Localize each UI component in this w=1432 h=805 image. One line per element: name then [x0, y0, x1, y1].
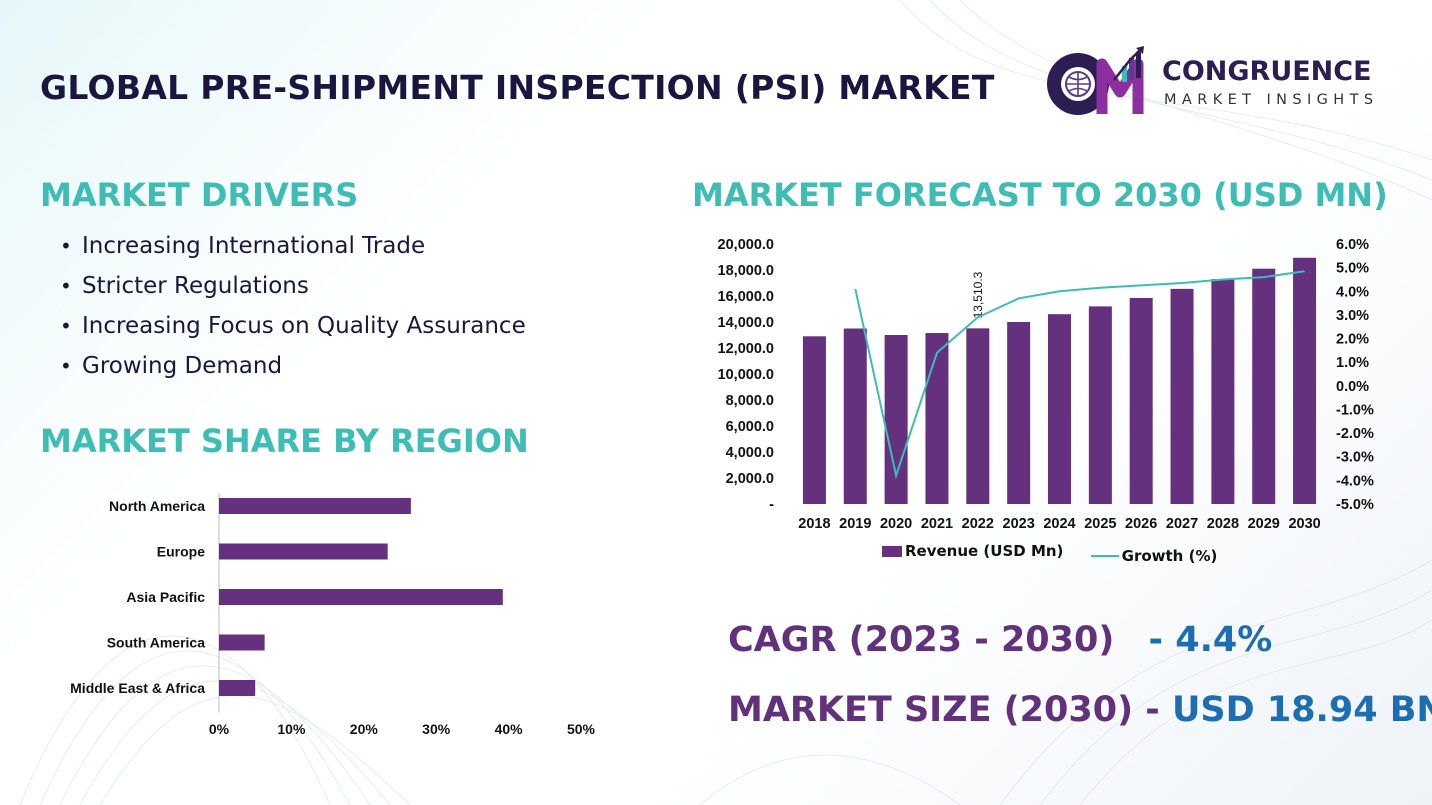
y-left-tick-label: 12,000.0: [718, 341, 774, 357]
y-left-tick-label: 2,000.0: [726, 471, 774, 487]
legend-label: Revenue (USD Mn): [905, 542, 1064, 560]
y-left-tick-label: 14,000.0: [718, 315, 774, 331]
x-tick-label: 2022: [962, 516, 994, 532]
y-right-tick-label: -5.0%: [1336, 497, 1374, 513]
x-tick-label: 2027: [1166, 516, 1198, 532]
list-item: Increasing Focus on Quality Assurance: [60, 310, 526, 350]
bar: [843, 328, 867, 504]
category-label: Asia Pacific: [126, 589, 205, 605]
cagr-value: - 4.4%: [1148, 620, 1273, 660]
category-label: Middle East & Africa: [70, 680, 205, 696]
x-tick-label: 2021: [921, 516, 953, 532]
x-tick-label: 10%: [277, 721, 306, 737]
x-tick-label: 2030: [1288, 516, 1320, 532]
x-tick-label: 0%: [209, 721, 230, 737]
y-right-tick-label: -2.0%: [1336, 426, 1374, 442]
y-right-tick-label: 0.0%: [1336, 379, 1369, 395]
bar: [1088, 306, 1112, 504]
y-left-tick-label: 18,000.0: [718, 263, 774, 279]
logo-mark-icon: [1047, 46, 1144, 115]
bar: [1048, 314, 1071, 504]
forecast-heading: MARKET FORECAST TO 2030 (USD MN): [692, 176, 1388, 214]
y-right-tick-label: -3.0%: [1336, 450, 1374, 466]
bar: [1293, 257, 1317, 504]
y-left-tick-label: 6,000.0: [726, 419, 774, 435]
x-tick-label: 2024: [1043, 516, 1075, 532]
drivers-list: Increasing International Trade Stricter …: [60, 230, 526, 390]
x-tick-label: 50%: [567, 721, 596, 737]
y-right-tick-label: -1.0%: [1336, 402, 1374, 418]
bar: [1252, 268, 1276, 504]
growth-line: [854, 270, 1305, 480]
y-left-tick-label: 16,000.0: [718, 289, 774, 305]
x-tick-label: 2029: [1248, 516, 1280, 532]
market-size-value: USD 18.94 BN: [1171, 690, 1432, 730]
list-item: Growing Demand: [60, 350, 526, 390]
forecast-legend: Revenue (USD Mn) Growth (%): [882, 542, 1239, 565]
x-tick-label: 2026: [1125, 516, 1157, 532]
x-tick-label: 2020: [880, 516, 912, 532]
legend-swatch-line: [1090, 554, 1119, 557]
bar: [966, 328, 990, 504]
y-left-tick-label: 4,000.0: [726, 445, 774, 461]
list-item: Stricter Regulations: [60, 270, 526, 310]
bar: [219, 498, 411, 514]
y-left-tick-label: 20,000.0: [718, 237, 774, 253]
x-tick-label: 40%: [495, 721, 524, 737]
y-right-tick-label: -4.0%: [1336, 473, 1374, 489]
legend-label: Growth (%): [1121, 546, 1218, 565]
y-left-tick-label: 10,000.0: [718, 367, 774, 383]
y-left-tick-label: -: [769, 497, 774, 513]
data-label: 13,510.3: [971, 271, 985, 318]
legend-item-growth: Growth (%): [1090, 546, 1218, 565]
bar: [925, 333, 949, 504]
y-right-tick-label: 2.0%: [1336, 332, 1369, 348]
bar: [219, 680, 256, 696]
y-right-tick-label: 4.0%: [1336, 284, 1369, 300]
legend-swatch-bar: [882, 545, 902, 557]
logo-name: CONGRUENCE: [1162, 56, 1372, 87]
bar: [802, 336, 826, 504]
bar: [1129, 297, 1153, 504]
bar: [219, 543, 388, 560]
page-title: GLOBAL PRE-SHIPMENT INSPECTION (PSI) MAR…: [40, 68, 995, 107]
region-heading: MARKET SHARE BY REGION: [40, 422, 529, 460]
bar: [219, 589, 503, 605]
logo-subtitle: MARKET INSIGHTS: [1164, 92, 1379, 108]
x-tick-label: 2018: [798, 516, 830, 532]
region-share-chart: North America Europe Asia Pacific South Ame…: [70, 493, 596, 737]
forecast-chart: - 2,000.0 4,000.0 6,000.0 8,000.0 10,000.0 12,…: [718, 237, 1374, 532]
legend-item-revenue: Revenue (USD Mn): [882, 542, 1063, 560]
bar: [219, 634, 265, 651]
y-right-tick-label: 1.0%: [1336, 355, 1369, 371]
y-right-tick-label: 6.0%: [1336, 237, 1369, 253]
drivers-heading: MARKET DRIVERS: [40, 176, 359, 214]
bar: [1211, 279, 1235, 504]
category-label: Europe: [157, 544, 205, 560]
market-size-label: MARKET SIZE (2030) -: [728, 690, 1160, 730]
x-tick-label: 30%: [422, 721, 451, 737]
market-size-kpi: MARKET SIZE (2030) - USD 18.94 BN: [728, 690, 1432, 730]
x-tick-label: 2028: [1207, 516, 1239, 532]
cagr-label: CAGR (2023 - 2030): [728, 620, 1115, 660]
x-tick-label: 2023: [1003, 516, 1035, 532]
x-tick-label: 20%: [350, 721, 379, 737]
bar: [1170, 288, 1194, 504]
category-label: South America: [107, 635, 205, 651]
y-left-tick-label: 8,000.0: [726, 393, 774, 409]
y-right-tick-label: 5.0%: [1336, 261, 1369, 277]
y-right-tick-label: 3.0%: [1336, 308, 1369, 324]
bar: [884, 335, 908, 504]
x-tick-label: 2019: [839, 516, 871, 532]
cagr-kpi: CAGR (2023 - 2030) - 4.4%: [728, 620, 1272, 660]
x-tick-label: 2025: [1084, 516, 1116, 532]
bar: [1007, 322, 1031, 504]
list-item: Increasing International Trade: [60, 230, 526, 270]
category-label: North America: [109, 498, 205, 514]
company-logo: CONGRUENCE MARKET INSIGHTS: [1044, 46, 1404, 120]
